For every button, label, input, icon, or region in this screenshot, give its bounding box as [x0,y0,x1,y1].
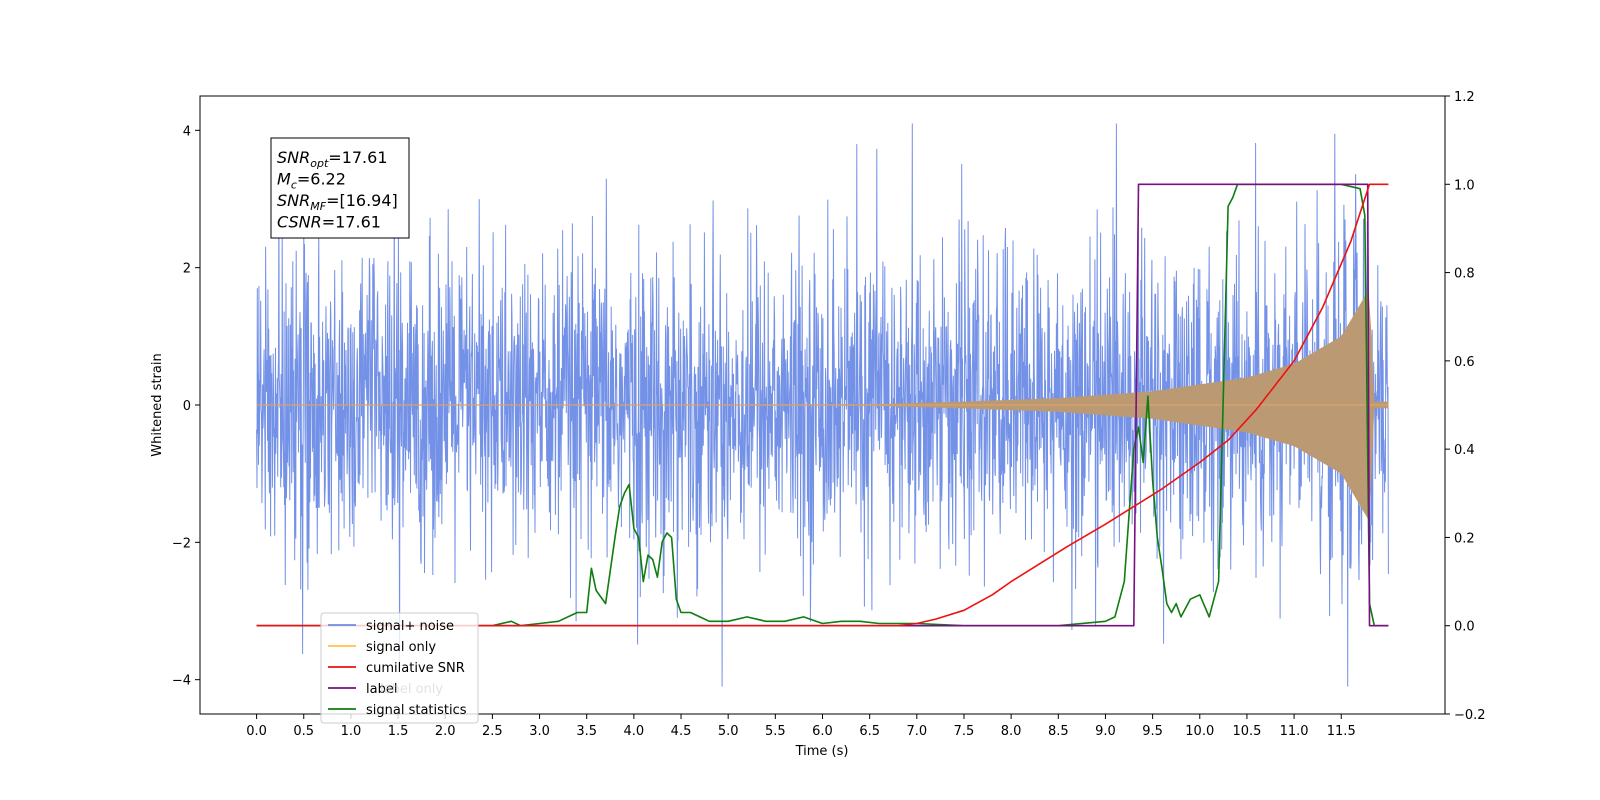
annotation-line: CSNR=17.61 [277,213,381,232]
y-right-tick-label: 0.4 [1454,443,1475,458]
y-right-tick-label: −0.2 [1454,708,1486,723]
annotation-line: SNRopt=17.61 [277,148,388,170]
y-right-tick-label: 0.2 [1454,531,1475,546]
x-tick-label: 9.0 [1095,724,1116,739]
legend-label: signal only [366,640,436,655]
x-tick-label: 6.0 [812,724,833,739]
signal-noise-line [256,123,1389,687]
cumulative-snr-line [256,183,1389,627]
x-tick-label: 5.5 [765,724,786,739]
y-left-tick-label: −4 [172,674,191,689]
legend-label: signal statistics [366,703,467,718]
legend: signal+ noise signal only cumilative SNR la… [320,612,479,724]
annotation-value: =17.61 [328,148,387,167]
signal-only-series [256,289,1389,521]
x-tick-label: 9.5 [1142,724,1163,739]
annotation-symbol: SNR [277,148,310,167]
x-tick-label: 7.5 [954,724,975,739]
x-tick-label: 10.5 [1232,724,1261,739]
y-left-tick-label: 0 [183,399,191,414]
legend-label: signal+ noise [366,619,454,634]
x-axis-ticks: 0.0 0.5 1.0 1.5 2.0 2.5 3.0 3.5 4.0 4.5 5.0 5.5 6.0 6… [246,714,1356,739]
legend-hidden-text: label only [380,682,443,697]
signal-statistics-line [256,183,1389,627]
y-right-tick-label: 1.0 [1454,178,1475,193]
annotation-symbol: M [277,170,291,189]
y-left-tick-label: −2 [172,536,191,551]
y-right-axis-ticks: 1.2 1.0 0.8 0.6 0.4 0.2 0.0 −0.2 [1445,90,1486,723]
annotation-subscript: opt [310,157,329,170]
x-tick-label: 6.5 [859,724,880,739]
line-series [256,183,1389,627]
x-tick-label: 7.0 [906,724,927,739]
y-right-tick-label: 0.8 [1454,267,1475,282]
y-axis-label: Whitened strain [150,353,165,456]
annotation-value: =[16.94] [326,191,398,210]
x-axis-label: Time (s) [795,744,849,759]
annotation-symbol: SNR [277,191,310,210]
x-tick-label: 1.0 [341,724,362,739]
x-tick-label: 10.0 [1185,724,1214,739]
annotation-symbol: CSNR [277,213,322,232]
y-right-tick-label: 1.2 [1454,90,1475,105]
y-left-tick-label: 4 [183,124,191,139]
legend-label: cumilative SNR [366,661,465,676]
x-tick-label: 5.0 [718,724,739,739]
label-line [256,183,1389,627]
y-right-tick-label: 0.0 [1454,620,1475,635]
x-tick-label: 8.0 [1001,724,1022,739]
x-tick-label: 1.5 [388,724,409,739]
x-tick-label: 11.5 [1327,724,1356,739]
x-tick-label: 2.5 [482,724,503,739]
x-tick-label: 3.0 [529,724,550,739]
annotation-line: Mc=6.22 [277,170,346,192]
annotation-value: =6.22 [297,170,346,189]
x-tick-label: 3.5 [576,724,597,739]
legend-label: label [366,682,397,697]
annotation-box: SNRopt=17.61Mc=6.22SNRMF=[16.94]CSNR=17.… [270,137,410,239]
x-tick-label: 0.5 [293,724,314,739]
y-left-axis-ticks: 4 2 0 −2 −4 [172,124,200,689]
annotation-frame [270,137,410,239]
y-right-tick-label: 0.6 [1454,355,1475,370]
annotation-subscript: c [291,179,297,192]
x-tick-label: 4.0 [624,724,645,739]
legend-frame [320,612,479,724]
x-tick-label: 4.5 [671,724,692,739]
annotation-subscript: MF [310,200,326,213]
x-tick-label: 0.0 [246,724,267,739]
x-tick-label: 8.5 [1048,724,1069,739]
annotation-value: =17.61 [322,213,381,232]
y-left-tick-label: 2 [183,262,191,277]
x-tick-label: 2.0 [435,724,456,739]
signal-noise-series [256,123,1389,687]
x-tick-label: 11.0 [1280,724,1309,739]
annotation-line: SNRMF=[16.94] [277,191,398,213]
